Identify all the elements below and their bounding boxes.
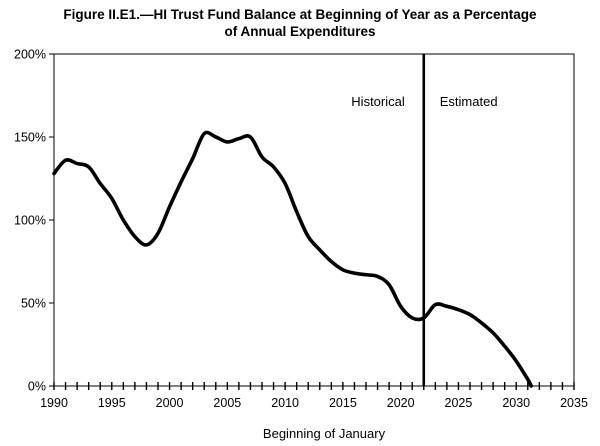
series-line: [52, 130, 534, 388]
y-tick-label: 100%: [14, 214, 46, 228]
x-axis-label: Beginning of January: [263, 426, 386, 441]
y-tick-label: 50%: [21, 297, 46, 311]
y-tick-label: 150%: [14, 131, 46, 145]
x-tick-label: 2010: [271, 396, 299, 410]
x-tick-label: 2030: [502, 396, 530, 410]
annotation-historical: Historical: [351, 94, 405, 109]
annotation-estimated: Estimated: [440, 94, 498, 109]
x-tick-label: 2020: [387, 396, 415, 410]
chart-title-line-1: Figure II.E1.—HI Trust Fund Balance at B…: [63, 7, 537, 22]
x-tick-label: 1995: [98, 396, 126, 410]
y-tick-label: 200%: [14, 48, 46, 62]
data-layer: [52, 54, 534, 388]
x-tick-label: 1990: [40, 396, 68, 410]
chart-title-line-2: of Annual Expenditures: [224, 24, 376, 39]
axes-layer: [49, 53, 575, 390]
y-tick-label: 0%: [28, 380, 46, 394]
label-layer: 0% 50% 100% 150% 200% 1990 1995 2000 2005 2010 201…: [14, 48, 588, 442]
x-tick-label: 2035: [560, 396, 588, 410]
x-tick-label: 2015: [329, 396, 357, 410]
x-tick-label: 2000: [156, 396, 184, 410]
x-tick-label: 2005: [213, 396, 241, 410]
x-tick-label: 2025: [445, 396, 473, 410]
chart-title: Figure II.E1.—HI Trust Fund Balance at B…: [0, 6, 600, 40]
